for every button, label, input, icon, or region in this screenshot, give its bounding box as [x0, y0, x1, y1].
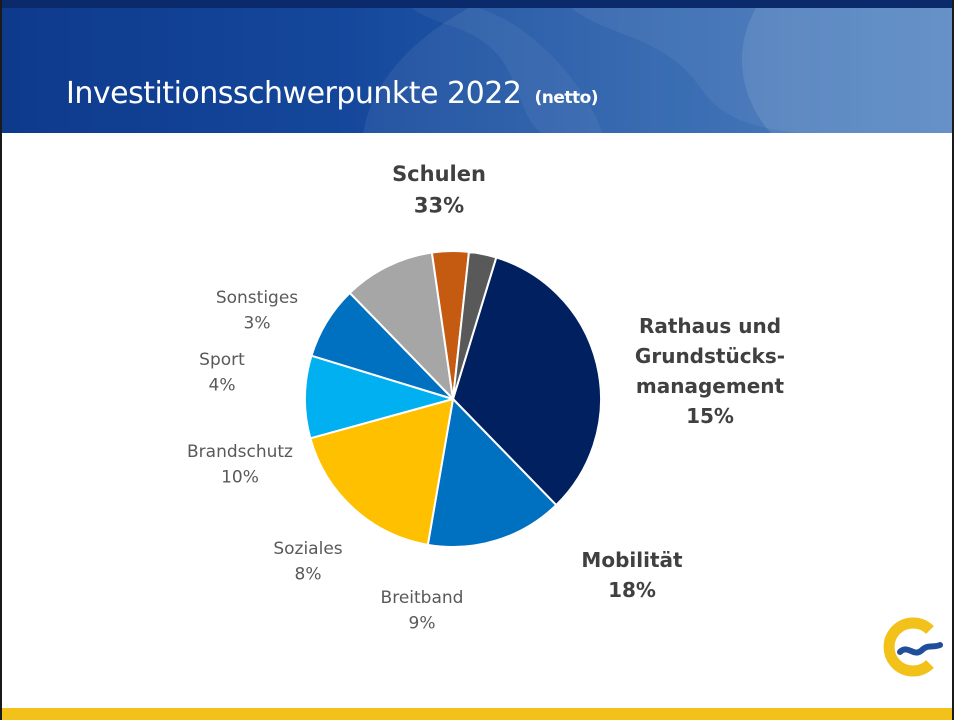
pie-chart: Schulen 33% Rathaus und Grundstücks-managem… [187, 162, 785, 634]
data-label-4: Breitband 9% [381, 588, 464, 634]
data-label-2: Rathaus und Grundstücks-management 15% [635, 314, 785, 428]
pie-slice-mobilität [309, 398, 454, 546]
pie-slice-rathaus-und-grundstücks-management [426, 398, 558, 548]
header-banner: Investitionsschwerpunkte 2022 (netto) [2, 0, 952, 133]
page-title: Investitionsschwerpunkte 2022 (netto) [66, 76, 599, 116]
data-label-6: Brandschutz 10% [187, 442, 293, 488]
city-logo-icon [878, 614, 944, 680]
header-globe-decoration [363, 0, 952, 133]
data-label-5: Soziales 8% [273, 539, 342, 585]
bottom-accent-bar [2, 708, 952, 720]
pie-slices [304, 250, 602, 548]
data-label-7: Sport 4% [199, 350, 245, 396]
pie-slice-sonstiges [452, 250, 498, 400]
pie-slice-schulen [452, 256, 602, 507]
data-label-1: Schulen 33% [392, 162, 486, 218]
page-title-subtitle: (netto) [534, 88, 599, 108]
pie-slice-breitband [304, 354, 454, 440]
page-title-main: Investitionsschwerpunkte 2022 [66, 76, 522, 111]
data-label-8: Sonstiges 3% [216, 288, 298, 334]
data-label-3: Mobilität 18% [581, 548, 683, 602]
pie-slice-brandschutz [348, 251, 454, 400]
header-top-rule [2, 0, 952, 8]
